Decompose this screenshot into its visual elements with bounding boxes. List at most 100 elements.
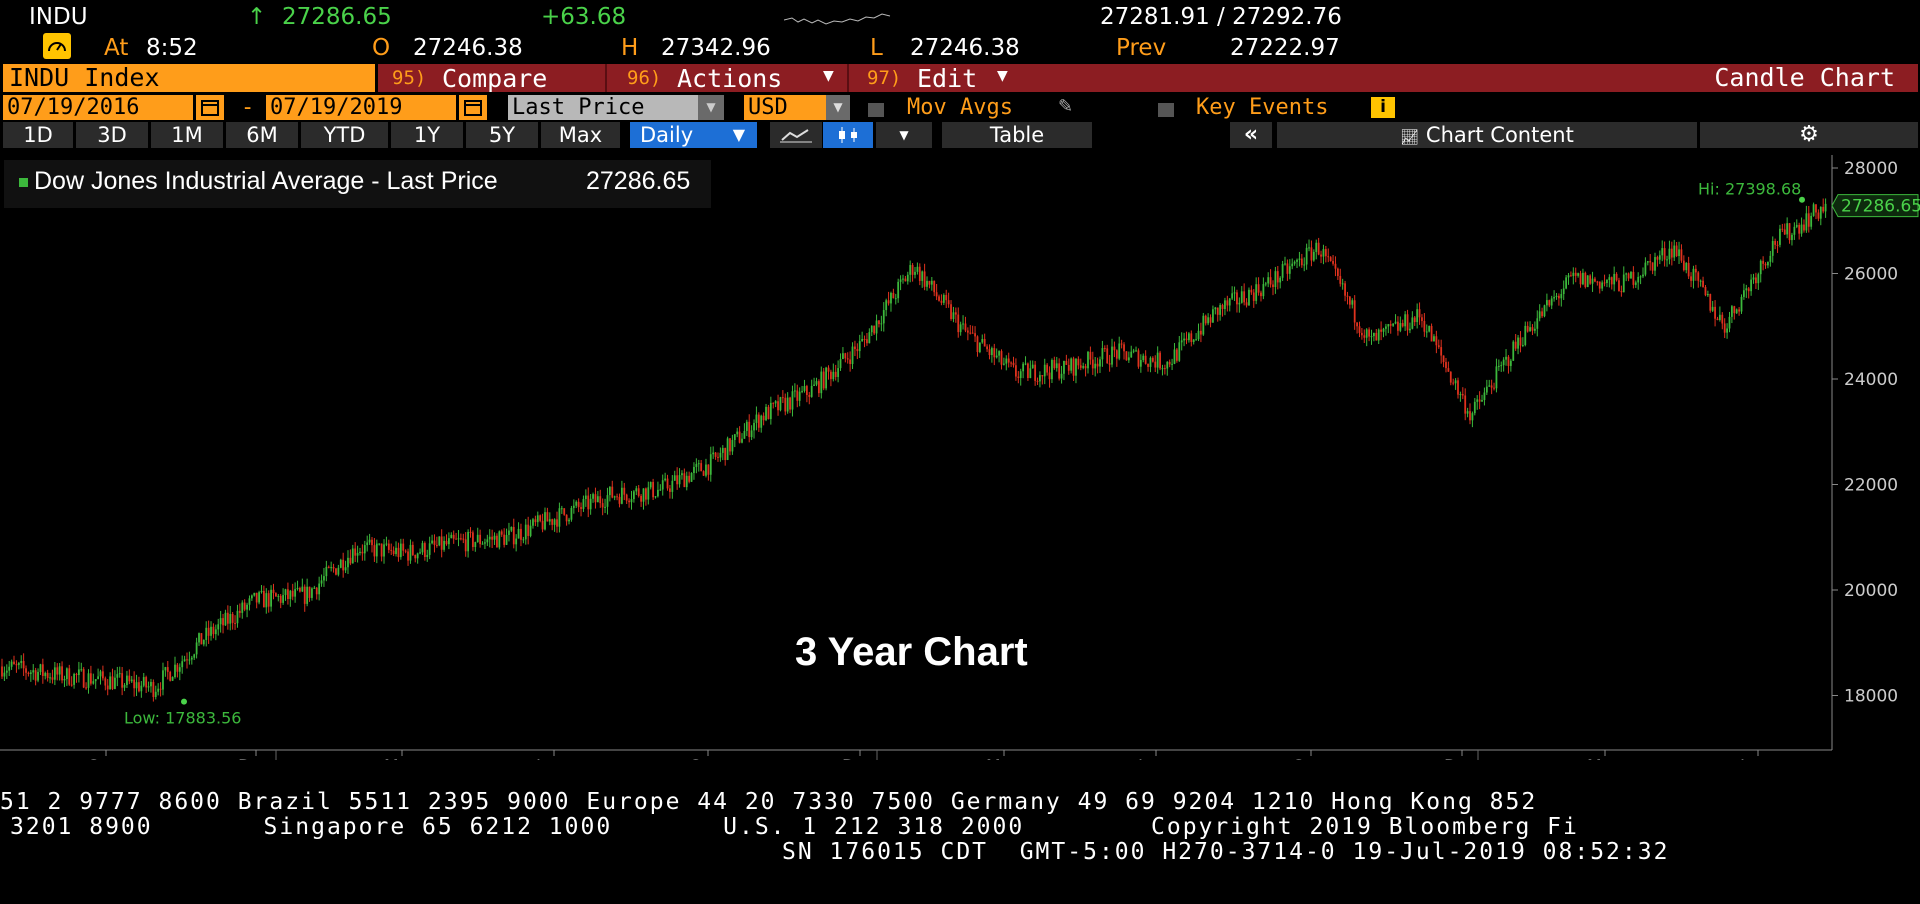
periodicity-select[interactable]: Daily ▼ [630, 122, 757, 148]
range-tab-5y[interactable]: 5Y [466, 122, 538, 148]
x-month-label: Sep [1293, 757, 1325, 760]
candle-body [820, 371, 823, 394]
edit-button[interactable]: 97) Edit ▼ [847, 64, 1029, 93]
candle-body [181, 661, 184, 668]
candle-body [969, 332, 972, 334]
currency-dropdown-icon[interactable]: ▼ [826, 95, 850, 120]
candle-body [210, 626, 212, 636]
candle-body [762, 415, 765, 421]
candle-body [1615, 273, 1618, 281]
candle-body [844, 353, 847, 359]
candle-body [1281, 264, 1284, 278]
candle-body [368, 539, 371, 543]
candle-body [246, 604, 248, 610]
candle-chart-icon[interactable] [823, 122, 873, 148]
candle-body [1706, 293, 1709, 296]
candle-body [1582, 272, 1584, 285]
legend-swatch [19, 178, 28, 187]
range-tab-1y[interactable]: 1Y [391, 122, 463, 148]
security-field[interactable]: INDU Index [3, 64, 375, 92]
mov-avgs-label[interactable]: Mov Avgs [907, 95, 1013, 120]
start-calendar-icon[interactable] [196, 95, 224, 120]
mov-avgs-checkbox[interactable] [868, 99, 884, 118]
currency-select[interactable]: USD [744, 95, 826, 120]
line-chart-icon[interactable] [770, 122, 822, 148]
candle-body [323, 576, 325, 581]
hi-annotation: Hi: 27398.68 [1698, 180, 1801, 199]
end-date-field[interactable]: 07/19/2019 [266, 95, 456, 120]
range-tab-3d[interactable]: 3D [76, 122, 148, 148]
speedometer-icon[interactable] [43, 33, 71, 59]
range-tab-max[interactable]: Max [541, 122, 620, 148]
open-value: 27246.38 [413, 35, 523, 61]
table-button[interactable]: Table [942, 122, 1092, 148]
candle-body [1545, 300, 1548, 306]
candle-body [512, 526, 515, 545]
settings-gear-icon[interactable]: ⚙ [1700, 122, 1918, 148]
candle-body [299, 587, 301, 592]
candle-body [878, 320, 880, 325]
candle-body [1262, 284, 1265, 297]
candle-body [375, 543, 378, 557]
candle-body [779, 397, 782, 411]
chart-content-button[interactable]: 📈︎ Chart Content [1277, 122, 1697, 148]
candle-body [270, 589, 272, 607]
candle-body [243, 602, 246, 610]
candle-body [1812, 204, 1815, 216]
field-select[interactable]: Last Price [508, 95, 698, 120]
candle-body [1243, 291, 1246, 303]
candle-body [1053, 359, 1056, 369]
candle-body [1445, 362, 1447, 369]
candle-body [1435, 336, 1438, 346]
candle-body [311, 588, 313, 598]
x-month-label: Sep [88, 757, 120, 760]
net-change: +63.68 [541, 4, 627, 30]
candle-body [1743, 290, 1745, 297]
candle-body [1471, 413, 1474, 421]
prev-value: 27222.97 [1230, 35, 1340, 61]
candle-body [68, 668, 71, 685]
candle-body [1339, 275, 1342, 284]
candle-body [1730, 306, 1733, 317]
actions-button[interactable]: 96) Actions ▼ [605, 64, 846, 93]
info-icon[interactable]: i [1371, 97, 1395, 118]
candle-body [214, 629, 217, 635]
candle-body [659, 489, 662, 491]
candle-body [1579, 273, 1582, 285]
candle-chart[interactable]: 28000 26000 24000 22000 20000 18000 27286.65 Hi… [0, 150, 1920, 760]
candle-body [1442, 355, 1445, 363]
candle-body [690, 473, 693, 482]
candle-body [729, 438, 731, 452]
chart-type-dropdown-icon[interactable]: ▼ [876, 122, 932, 148]
start-date-field[interactable]: 07/19/2016 [3, 95, 193, 120]
candle-body [1202, 315, 1205, 335]
candle-body [1166, 361, 1169, 369]
candle-body [332, 567, 335, 569]
candle-body [1481, 400, 1483, 402]
candle-body [798, 391, 801, 401]
collapse-icon[interactable]: « [1230, 122, 1272, 148]
pencil-icon[interactable]: ✎ [1058, 96, 1074, 117]
candle-body [279, 595, 282, 603]
range-tab-6m[interactable]: 6M [226, 122, 298, 148]
range-tab-ytd[interactable]: YTD [301, 122, 388, 148]
candle-body [1156, 352, 1159, 368]
end-calendar-icon[interactable] [459, 95, 487, 120]
candle-body [1276, 271, 1279, 283]
candle-body [56, 667, 59, 675]
compare-button[interactable]: 95) Compare [378, 64, 602, 93]
candle-body [195, 642, 198, 655]
key-events-checkbox[interactable] [1158, 99, 1174, 118]
candle-body [1776, 244, 1779, 246]
candle-body [1401, 323, 1404, 327]
candle-body [1541, 311, 1543, 317]
range-tab-1m[interactable]: 1M [151, 122, 223, 148]
candle-body [363, 545, 366, 554]
candle-body [296, 587, 299, 590]
candle-body [565, 514, 568, 522]
candle-body [558, 508, 561, 527]
key-events-label[interactable]: Key Events [1196, 95, 1329, 120]
range-tab-1d[interactable]: 1D [3, 122, 73, 148]
candle-body [1175, 349, 1178, 361]
field-dropdown-icon[interactable]: ▼ [698, 95, 724, 120]
